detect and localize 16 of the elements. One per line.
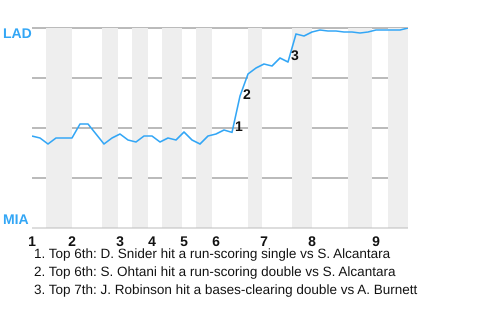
x-tick-label: 7 xyxy=(260,232,268,249)
text: 2. Top 6th: S. Ohtani hit a run-scoring double vs S. Alcantara xyxy=(34,263,396,281)
x-tick-label: 5 xyxy=(180,232,188,249)
x-tick-label: 3 xyxy=(116,232,124,249)
annotation: 2 xyxy=(243,86,251,102)
annotation: 3 xyxy=(291,46,299,63)
x-tick-label: 1 xyxy=(28,232,36,249)
text: LAD xyxy=(3,25,32,41)
x-tick-label: 2 xyxy=(68,232,76,249)
text: 3. Top 7th: J. Robinson hit a bases-clearing double vs A. Burnett xyxy=(34,281,418,299)
x-tick-label: 6 xyxy=(212,232,220,249)
x-tick-label: 4 xyxy=(148,232,156,249)
x-tick-label: 8 xyxy=(308,232,316,249)
text: 1. Top 6th: D. Snider hit a run-scoring single vs S. Alcantara xyxy=(34,246,392,263)
text: MIA xyxy=(3,211,29,227)
x-tick-label: 9 xyxy=(372,232,380,249)
